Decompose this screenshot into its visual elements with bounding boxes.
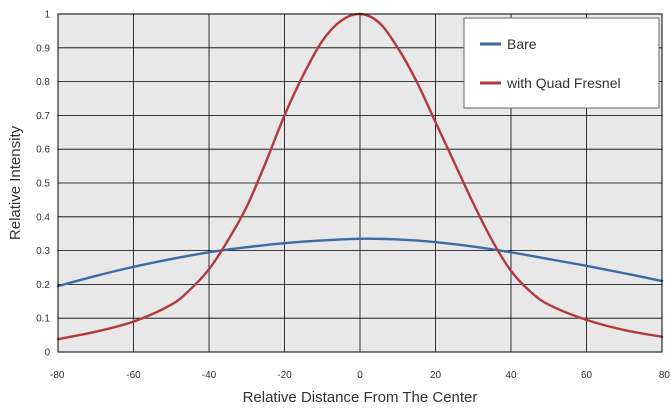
plot-frame bbox=[57, 13, 663, 353]
y-tick-label: 0.4 bbox=[36, 212, 50, 223]
y-tick-label: 0.2 bbox=[36, 280, 50, 291]
x-tick-label: 0 bbox=[357, 370, 363, 381]
legend: Bare with Quad Fresnel bbox=[463, 17, 660, 109]
legend-label-bare: Bare bbox=[507, 36, 537, 52]
series-line-bare bbox=[56, 237, 664, 288]
legend-box bbox=[463, 17, 660, 109]
x-tick-label: -80 bbox=[50, 370, 65, 381]
y-tick-label: 0.7 bbox=[36, 111, 50, 122]
x-tick-label: -40 bbox=[202, 370, 217, 381]
x-tick-label: 80 bbox=[659, 370, 670, 381]
x-tick-label: 40 bbox=[505, 370, 517, 381]
y-tick-label: 0.9 bbox=[36, 43, 50, 54]
y-tick-label: 0.6 bbox=[36, 145, 50, 156]
x-tick-label: -20 bbox=[277, 370, 292, 381]
y-tick-label: 1 bbox=[44, 10, 50, 21]
x-tick-label: -60 bbox=[126, 370, 141, 381]
y-tick-label: 0.3 bbox=[36, 246, 50, 257]
x-tick-label: 60 bbox=[581, 370, 593, 381]
tick-labels: -80 -60 -40 -20 0 20 40 60 80 0 0.1 0.2 0.3 0.4 0.5 0.6… bbox=[36, 10, 670, 382]
y-tick-label: 0.1 bbox=[36, 314, 50, 325]
y-tick-label: 0.5 bbox=[36, 179, 50, 190]
x-axis-label: Relative Distance From The Center bbox=[243, 389, 478, 406]
y-tick-label: 0 bbox=[44, 348, 50, 359]
legend-label-quad-fresnel: with Quad Fresnel bbox=[506, 75, 621, 91]
y-axis-label: Relative Intensity bbox=[7, 125, 24, 240]
y-tick-label: 0.8 bbox=[36, 77, 50, 88]
x-tick-label: 20 bbox=[430, 370, 442, 381]
